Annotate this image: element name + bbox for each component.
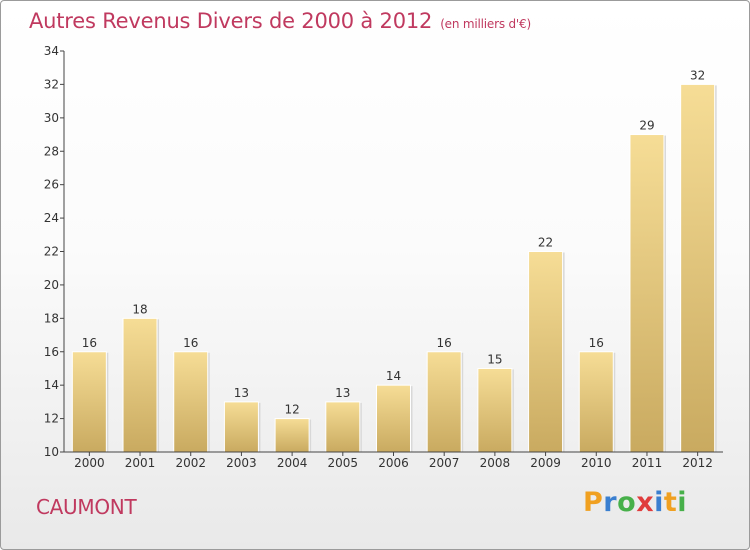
data-label-2000: 16 [82, 336, 97, 350]
y-tick-label-20: 20 [44, 278, 59, 292]
bar-2007 [426, 351, 462, 453]
data-label-2009: 22 [538, 236, 553, 250]
y-tick-label-26: 26 [44, 178, 59, 192]
data-label-2001: 18 [132, 302, 147, 316]
x-tick-label-2008: 2008 [480, 456, 511, 470]
x-tick-label-2006: 2006 [378, 456, 409, 470]
data-label-2005: 13 [335, 386, 350, 400]
y-tick-label-22: 22 [44, 245, 59, 259]
bar-2003 [223, 401, 259, 453]
y-tick-label-16: 16 [44, 345, 59, 359]
y-tick-label-32: 32 [44, 77, 59, 91]
x-tick-label-2011: 2011 [632, 456, 663, 470]
x-tick-label-2003: 2003 [226, 456, 257, 470]
data-label-2004: 12 [284, 403, 299, 417]
bar-2004 [274, 418, 310, 453]
x-tick-label-2004: 2004 [277, 456, 308, 470]
y-tick-label-12: 12 [44, 412, 59, 426]
logo-letter: i [654, 487, 664, 518]
data-label-2012: 32 [690, 68, 705, 82]
x-tick-label-2000: 2000 [74, 456, 105, 470]
y-tick-label-14: 14 [44, 378, 59, 392]
x-tick-label-2009: 2009 [530, 456, 561, 470]
x-tick-label-2007: 2007 [429, 456, 460, 470]
y-tick-label-10: 10 [44, 445, 59, 459]
bar-2005 [325, 401, 361, 453]
bar-2011 [629, 134, 665, 453]
logo-letter: o [617, 487, 637, 518]
data-label-2008: 15 [487, 352, 502, 366]
bar-2012 [680, 83, 716, 453]
city-name: CAUMONT [36, 495, 137, 519]
data-label-2003: 13 [234, 386, 249, 400]
bar-2000 [71, 351, 107, 453]
y-tick-label-18: 18 [44, 311, 59, 325]
bar-2006 [376, 384, 411, 453]
bar-2002 [173, 351, 209, 453]
data-label-2011: 29 [639, 119, 654, 133]
logo-letter: r [603, 487, 618, 518]
bar-2010 [578, 351, 614, 453]
x-tick-label-2002: 2002 [175, 456, 206, 470]
data-label-2007: 16 [437, 336, 452, 350]
data-label-2002: 16 [183, 336, 198, 350]
bar-2009 [528, 251, 564, 453]
logo-letter: P [583, 487, 604, 518]
data-label-2006: 14 [386, 369, 401, 383]
x-tick-label-2010: 2010 [581, 456, 612, 470]
x-tick-label-2012: 2012 [682, 456, 713, 470]
y-tick-label-30: 30 [44, 111, 59, 125]
chart-unit: (en milliers d'€) [440, 17, 531, 31]
logo-letter: t [663, 487, 678, 518]
y-tick-label-24: 24 [44, 211, 59, 225]
chart-title: Autres Revenus Divers de 2000 à 2012 (en … [29, 9, 531, 33]
logo-letter: i [677, 487, 688, 518]
x-tick-label-2001: 2001 [125, 456, 156, 470]
logo-letter: x [636, 487, 655, 518]
y-tick-label-28: 28 [44, 144, 59, 158]
y-tick-label-34: 34 [44, 44, 59, 58]
chart-title-text: Autres Revenus Divers de 2000 à 2012 [29, 9, 433, 33]
bar-2001 [122, 317, 158, 453]
data-label-2010: 16 [589, 336, 604, 350]
x-tick-label-2005: 2005 [328, 456, 359, 470]
bar-2008 [477, 367, 513, 453]
proxiti-logo: Proxiti [583, 487, 687, 518]
